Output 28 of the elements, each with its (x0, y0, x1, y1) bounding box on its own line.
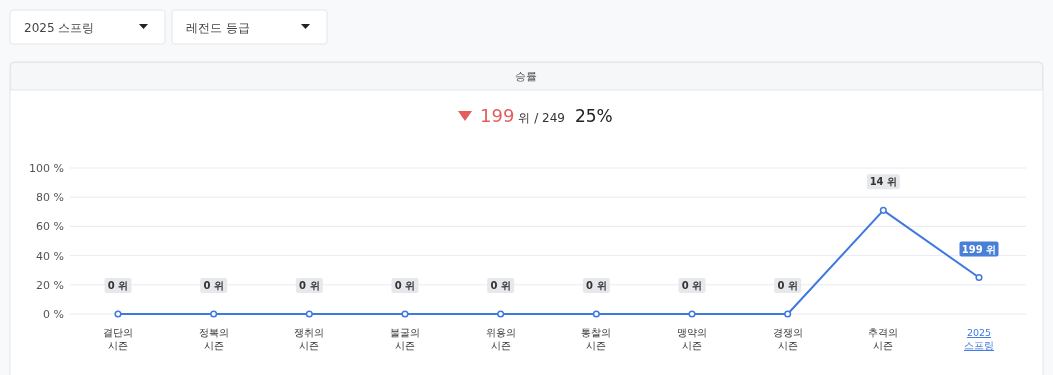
annotation: 0 위 (490, 280, 511, 291)
annotation: 14 위 (869, 176, 898, 188)
x-tick-label: 통찰의 시즌 (581, 327, 612, 351)
x-tick-label: 쟁취의 시즌 (294, 327, 325, 351)
annotation: 0 위 (586, 280, 607, 291)
annotation: 0 위 (299, 280, 320, 291)
chart-title: 승률 (515, 70, 537, 83)
x-tick-label: 2025 스프링 (964, 327, 994, 351)
annotation: 0 위 (107, 280, 129, 291)
annotation: 0 위 (203, 280, 224, 291)
y-tick-label: 80 % (36, 191, 64, 205)
annotation: 0 위 (394, 280, 416, 291)
x-tick-label: 추격의 시즌 (868, 327, 899, 351)
x-tick-label: 정복의 시즌 (198, 327, 229, 351)
annotation: 0 위 (681, 280, 703, 291)
x-tick-label: 불굴의 시즌 (390, 327, 420, 351)
annotation: 0 위 (777, 280, 798, 291)
annotation: 199 위 (961, 243, 997, 255)
y-tick-label: 0 % (43, 308, 64, 321)
x-tick-label: 경쟁의 시즌 (772, 327, 803, 351)
headline: 199 위 / 249 25% (458, 105, 613, 126)
y-tick-label: 40 % (36, 249, 64, 263)
x-tick-label: 결단의 시즌 (103, 327, 133, 351)
y-tick-label: 20 % (36, 278, 64, 292)
x-tick-label: 맹약의 시즌 (677, 327, 707, 351)
y-tick-label: 100 % (29, 162, 64, 175)
y-tick-label: 60 % (36, 220, 64, 234)
x-tick-label: 위용의 시즌 (485, 327, 516, 351)
